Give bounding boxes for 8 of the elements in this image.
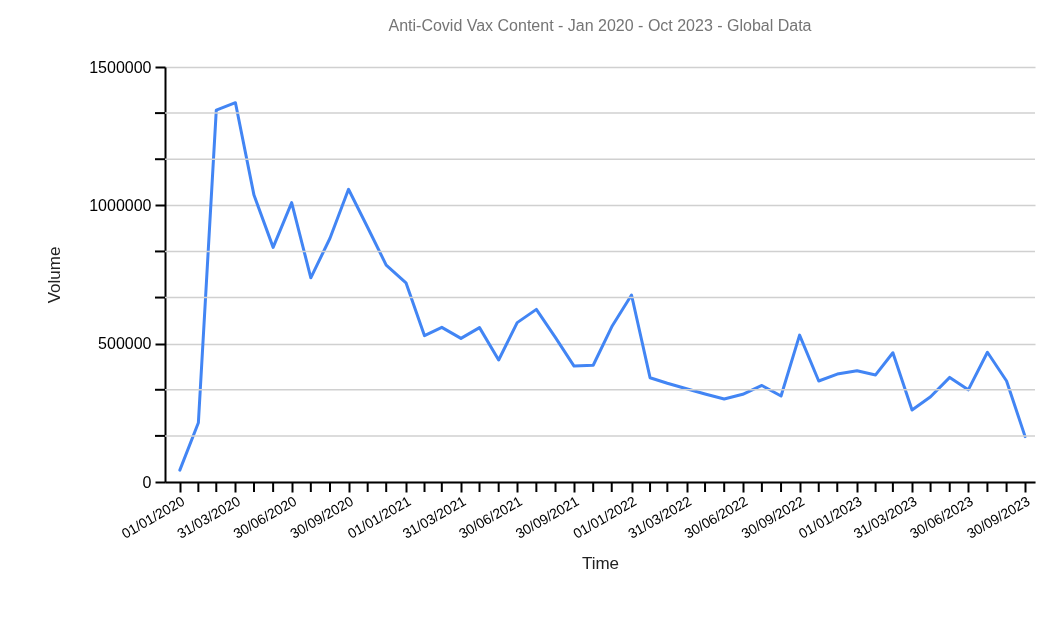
x-axis-title: Time bbox=[581, 553, 620, 573]
y-tick-label: 0 bbox=[142, 473, 152, 491]
y-tick-label: 1000000 bbox=[89, 196, 152, 214]
y-axis-title: Volume bbox=[45, 246, 65, 304]
y-tick-label: 1500000 bbox=[89, 58, 152, 76]
y-tick-label: 500000 bbox=[98, 335, 152, 353]
line-series bbox=[178, 101, 1027, 472]
chart-title: Anti-Covid Vax Content - Jan 2020 - Oct 2023 - Global Data bbox=[388, 17, 812, 34]
